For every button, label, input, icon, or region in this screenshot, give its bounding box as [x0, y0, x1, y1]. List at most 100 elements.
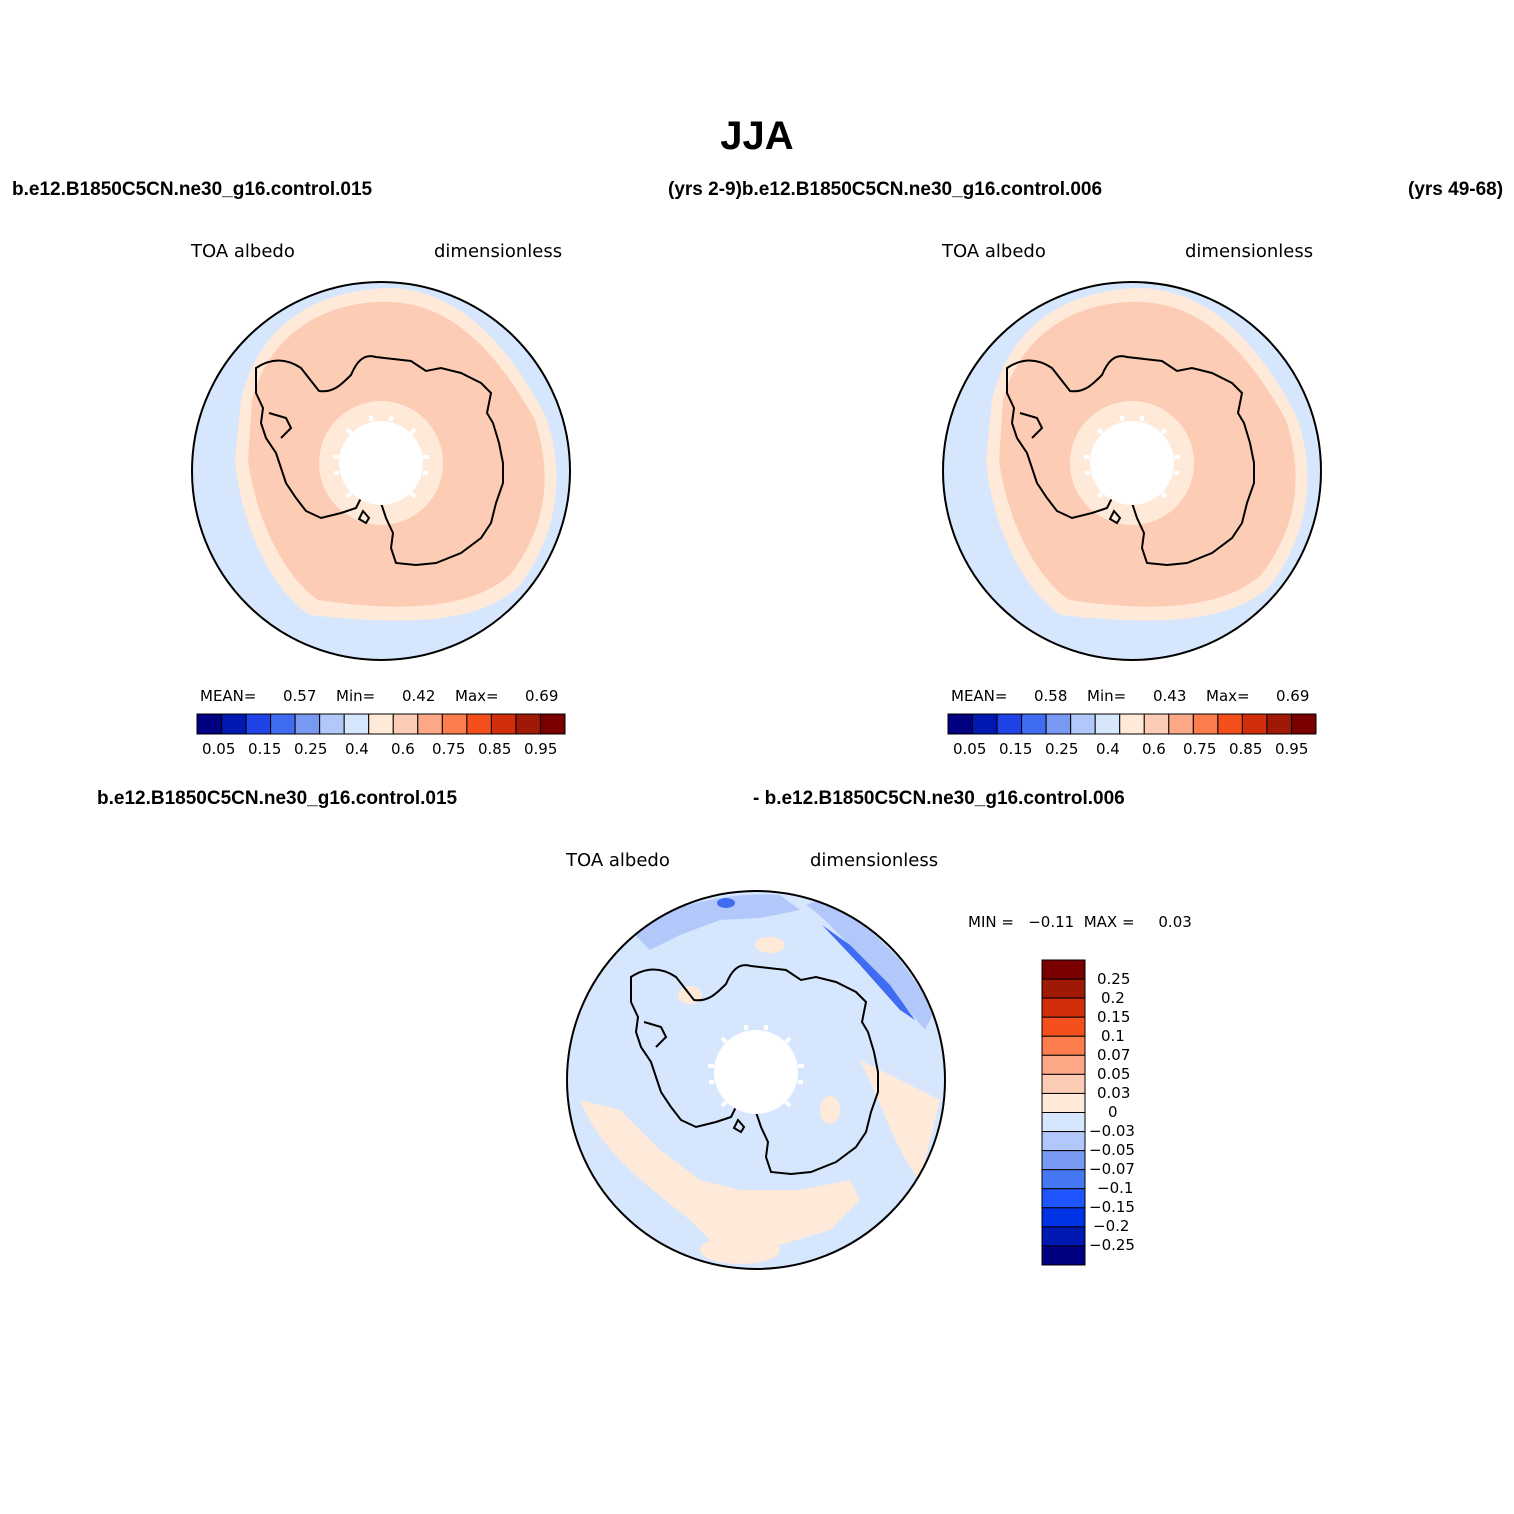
colorbar-swatch — [1266, 713, 1292, 735]
panel1-min-value: 0.42 — [402, 687, 436, 705]
colorbar-swatch — [1041, 997, 1086, 1018]
diff-right-case: - b.e12.B1850C5CN.ne30_g16.control.006 — [753, 788, 1125, 809]
colorbar-tick-label: 0.85 — [1229, 740, 1263, 758]
colorbar-swatch — [1041, 1207, 1086, 1228]
panel1-map — [191, 281, 571, 661]
colorbar-tick-label: 0.95 — [1275, 740, 1309, 758]
colorbar-swatch — [1041, 1131, 1086, 1152]
colorbar-tick-label: 0.25 — [1045, 740, 1079, 758]
colorbar-swatch — [1041, 1150, 1086, 1171]
colorbar-tick-label: 0.25 — [1097, 970, 1131, 988]
colorbar-tick-label: −0.03 — [1089, 1122, 1135, 1140]
colorbar-swatch — [1041, 959, 1086, 980]
colorbar-swatch — [245, 713, 272, 735]
colorbar-swatch — [1041, 1035, 1086, 1056]
colorbar-swatch — [1041, 978, 1086, 999]
colorbar-swatch — [1045, 713, 1072, 735]
colorbar-swatch — [1119, 713, 1145, 735]
colorbar-swatch — [1168, 713, 1194, 735]
colorbar-tick-label: −0.25 — [1089, 1236, 1135, 1254]
colorbar-swatch — [368, 713, 394, 735]
colorbar-tick-label: 0.05 — [1097, 1065, 1131, 1083]
colorbar-tick-label: 0.4 — [1096, 740, 1120, 758]
colorbar-tick-label: 0.75 — [432, 740, 466, 758]
panel1-units-label: dimensionless — [434, 241, 563, 262]
colorbar-tick-label: 0.1 — [1101, 1027, 1125, 1045]
colorbar-tick-label: 0.85 — [478, 740, 512, 758]
colorbar-swatch — [1041, 1092, 1086, 1113]
panel2-units-label: dimensionless — [1185, 241, 1314, 262]
panel2-max-value: 0.69 — [1276, 687, 1310, 705]
header-middle-case: (yrs 2-9)b.e12.B1850C5CN.ne30_g16.contro… — [668, 179, 1103, 200]
colorbar-tick-label: 0.95 — [524, 740, 558, 758]
colorbar-tick-label: −0.1 — [1097, 1179, 1134, 1197]
panel2-variable-label: TOA albedo — [942, 241, 1046, 262]
colorbar-tick-label: 0.15 — [999, 740, 1033, 758]
diff-colorbar — [1041, 959, 1086, 1266]
colorbar-tick-label: 0.25 — [294, 740, 328, 758]
colorbar-tick-label: −0.2 — [1093, 1217, 1130, 1235]
panel1-max-value: 0.69 — [525, 687, 559, 705]
colorbar-tick-label: 0.07 — [1097, 1046, 1131, 1064]
colorbar-tick-label: 0.6 — [391, 740, 415, 758]
colorbar-swatch — [490, 713, 517, 735]
colorbar-tick-label: 0.2 — [1101, 989, 1125, 1007]
colorbar-swatch — [1094, 713, 1121, 735]
colorbar-swatch — [417, 713, 443, 735]
colorbar-tick-label: 0.05 — [953, 740, 987, 758]
colorbar-tick-label: 0 — [1108, 1103, 1118, 1121]
colorbar-tick-label: 0.15 — [248, 740, 282, 758]
colorbar-swatch — [1041, 1073, 1086, 1094]
colorbar-swatch — [196, 713, 223, 735]
colorbar-swatch — [1192, 713, 1219, 735]
colorbar-tick-label: 0.05 — [202, 740, 236, 758]
colorbar-swatch — [1021, 713, 1047, 735]
panel1-min-label: Min= — [336, 687, 376, 705]
colorbar-swatch — [1241, 713, 1268, 735]
colorbar-swatch — [1041, 1169, 1086, 1190]
season-title: JJA — [720, 114, 794, 158]
colorbar-swatch — [1041, 1226, 1086, 1247]
colorbar-swatch — [319, 713, 345, 735]
panel1-mean-label: MEAN= — [200, 687, 257, 705]
colorbar-swatch — [1041, 1112, 1086, 1133]
colorbar-swatch — [947, 713, 974, 735]
colorbar-swatch — [343, 713, 370, 735]
colorbar-swatch — [441, 713, 468, 735]
colorbar-swatch — [392, 713, 419, 735]
colorbar-swatch — [539, 713, 566, 735]
colorbar-tick-label: 0.4 — [345, 740, 369, 758]
panel1-mean-value: 0.57 — [283, 687, 317, 705]
colorbar-swatch — [996, 713, 1023, 735]
colorbar-tick-label: 0.03 — [1097, 1084, 1131, 1102]
colorbar-swatch — [294, 713, 321, 735]
panel1-max-label: Max= — [455, 687, 499, 705]
panel2-min-label: Min= — [1087, 687, 1127, 705]
header-right-fragment: (yrs 49-68) — [1408, 179, 1504, 200]
colorbar-swatch — [1041, 1054, 1086, 1075]
panel1-colorbar — [196, 713, 566, 735]
colorbar-swatch — [1143, 713, 1170, 735]
panel2-map — [942, 281, 1322, 661]
colorbar-tick-label: −0.15 — [1089, 1198, 1135, 1216]
colorbar-swatch — [1041, 1245, 1086, 1266]
diff-min-max: MIN = −0.11 MAX = 0.03 — [968, 913, 1192, 931]
colorbar-swatch — [1041, 1016, 1086, 1037]
colorbar-swatch — [270, 713, 296, 735]
header-left-case: b.e12.B1850C5CN.ne30_g16.control.015 — [12, 179, 373, 200]
difference-map — [566, 890, 946, 1270]
colorbar-tick-label: 0.6 — [1142, 740, 1166, 758]
colorbar-tick-label: −0.07 — [1089, 1160, 1135, 1178]
colorbar-swatch — [1041, 1188, 1086, 1209]
panel1-variable-label: TOA albedo — [191, 241, 295, 262]
diff-units-label: dimensionless — [810, 850, 939, 871]
diff-left-case: b.e12.B1850C5CN.ne30_g16.control.015 — [97, 788, 458, 809]
colorbar-swatch — [466, 713, 492, 735]
panel2-mean-value: 0.58 — [1034, 687, 1068, 705]
panel2-min-value: 0.43 — [1153, 687, 1187, 705]
diff-variable-label: TOA albedo — [566, 850, 670, 871]
colorbar-swatch — [515, 713, 541, 735]
colorbar-swatch — [221, 713, 247, 735]
colorbar-tick-label: 0.15 — [1097, 1008, 1131, 1026]
